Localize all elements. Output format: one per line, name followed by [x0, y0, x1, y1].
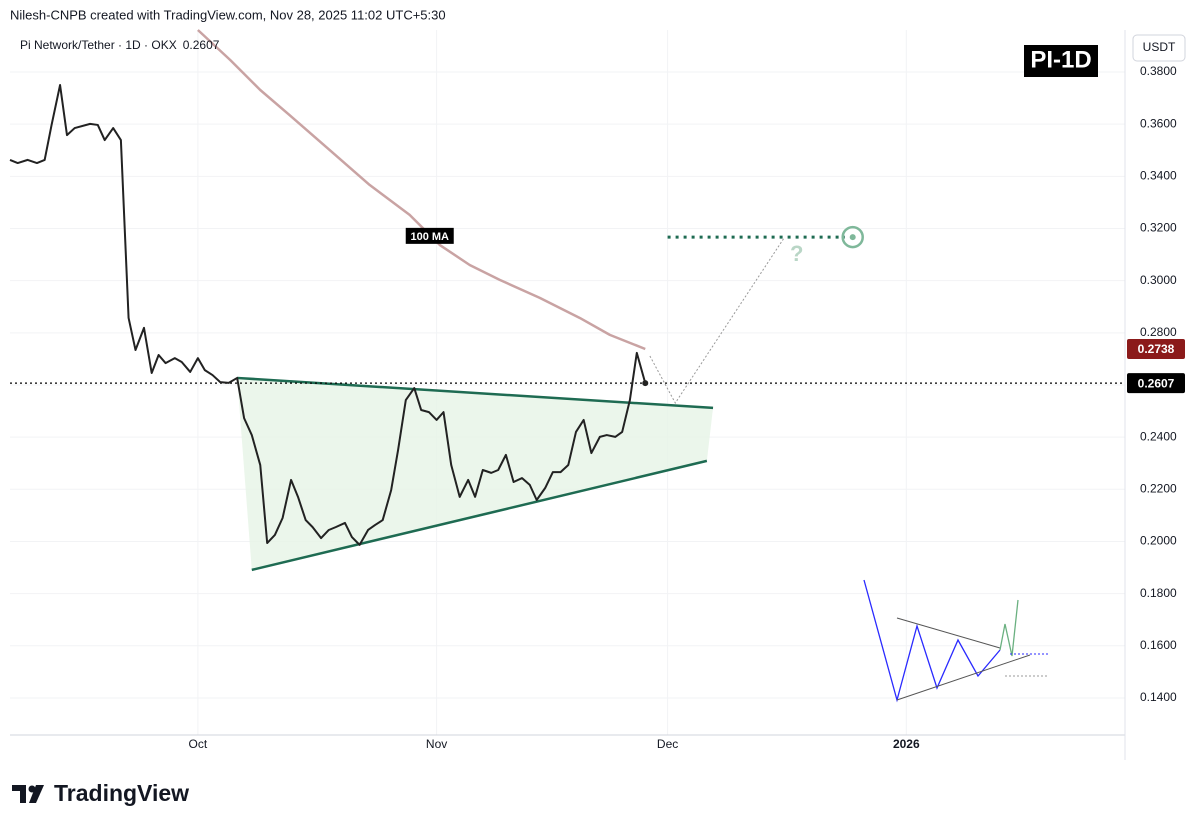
- grid: [10, 30, 1125, 735]
- y-tick-label: 0.1400: [1140, 690, 1177, 704]
- badge: PI-1D: [1030, 46, 1091, 73]
- y-tick-label: 0.2800: [1140, 325, 1177, 339]
- logo-dot: [28, 785, 36, 793]
- y-tick-label: 0.2000: [1140, 534, 1177, 548]
- x-tick-label: Nov: [426, 737, 447, 751]
- watermark: TradingView: [54, 780, 189, 806]
- price-tag: [1127, 338, 1185, 359]
- price-tag: [1127, 373, 1185, 394]
- logo-mark-2: [29, 785, 44, 803]
- target-dot: [849, 234, 856, 241]
- badge-box: [1024, 45, 1098, 77]
- y-tick-label: 0.2400: [1140, 429, 1177, 443]
- inset-upper: [896, 617, 1001, 649]
- y-tick-label: 0.1800: [1140, 586, 1177, 600]
- triangle-lower: [251, 459, 708, 572]
- y-tick-label: 0.1600: [1140, 638, 1177, 652]
- inset-lower: [896, 654, 1031, 701]
- price-tag-label: 0.2738: [1138, 342, 1175, 356]
- x-tick-label: Oct: [189, 737, 208, 751]
- last-point: [642, 380, 649, 387]
- y-tick-label: 0.3000: [1140, 273, 1177, 287]
- header: Nilesh-CNPB created with TradingView.com…: [10, 7, 446, 22]
- y-tick-label: 0.3400: [1140, 168, 1177, 182]
- projection: [649, 236, 786, 404]
- y-tick-label: 0.2200: [1140, 481, 1177, 495]
- logo: TradingView: [12, 780, 189, 806]
- target-circle: [841, 225, 864, 249]
- triangle-fill: [237, 377, 714, 570]
- x-tick-label: 2026: [893, 737, 920, 751]
- y-tick-label: 0.3800: [1140, 64, 1177, 78]
- price-line: [9, 84, 647, 546]
- x-tick-label: Dec: [657, 737, 678, 751]
- currency-box: [1132, 34, 1186, 62]
- inset-breakout: [999, 599, 1019, 657]
- price-tag-label: 0.2607: [1138, 376, 1175, 390]
- question-mark: ?: [790, 241, 803, 266]
- logo-mark: [12, 785, 26, 803]
- ma-label-box: [405, 227, 454, 244]
- plot: ?: [9, 29, 1125, 572]
- ma-label: 100 MA: [410, 231, 449, 243]
- y-tick-label: 0.3200: [1140, 221, 1177, 235]
- currency: USDT: [1143, 40, 1176, 54]
- y-tick-label: 0.3600: [1140, 116, 1177, 130]
- legend-price: 0.2607: [183, 38, 220, 52]
- legend-symbol: Pi Network/Tether · 1D · OKX: [20, 38, 177, 52]
- inset-pattern: [863, 579, 1048, 703]
